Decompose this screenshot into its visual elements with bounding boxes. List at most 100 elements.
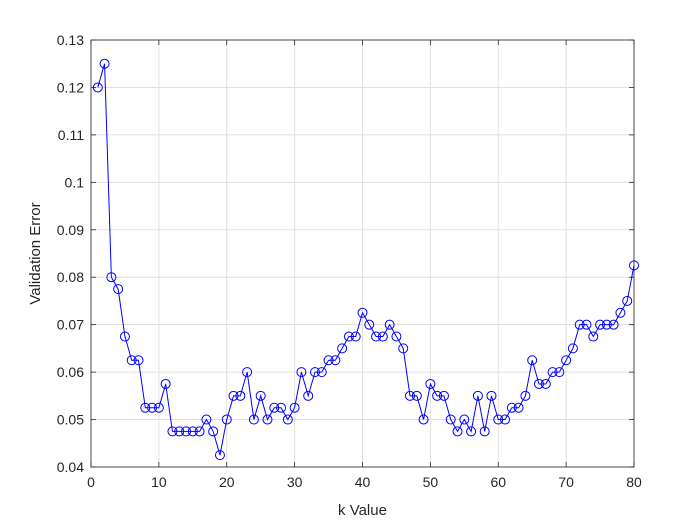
data-point	[330, 355, 341, 366]
data-point	[452, 426, 463, 437]
data-point	[615, 307, 626, 318]
data-point	[269, 402, 280, 413]
data-point	[316, 367, 327, 378]
y-tick-label: 0.12	[57, 79, 84, 95]
data-point	[513, 402, 524, 413]
data-point	[140, 402, 151, 413]
data-point	[411, 390, 422, 401]
x-tick-label: 60	[490, 474, 506, 490]
data-point	[425, 378, 436, 389]
data-point	[445, 414, 456, 425]
data-point	[554, 367, 565, 378]
y-tick-label: 0.05	[57, 412, 84, 428]
data-point	[540, 378, 551, 389]
data-point	[364, 319, 375, 330]
data-point	[214, 450, 225, 461]
data-point	[493, 414, 504, 425]
data-point	[520, 390, 531, 401]
data-point	[228, 390, 239, 401]
data-point	[194, 426, 205, 437]
data-point	[350, 331, 361, 342]
x-tick-label: 40	[355, 474, 371, 490]
data-point	[147, 402, 158, 413]
data-point	[384, 319, 395, 330]
data-point	[106, 272, 117, 283]
data-point	[343, 331, 354, 342]
data-point	[153, 402, 164, 413]
y-tick-label: 0.1	[65, 174, 85, 190]
x-tick-label: 0	[87, 474, 95, 490]
data-point	[221, 414, 232, 425]
data-point	[486, 390, 497, 401]
data-point	[174, 426, 185, 437]
data-point	[255, 390, 266, 401]
data-point	[113, 284, 124, 295]
data-point	[608, 319, 619, 330]
data-point	[282, 414, 293, 425]
data-point	[547, 367, 558, 378]
data-point	[289, 402, 300, 413]
data-point	[398, 343, 409, 354]
data-point	[601, 319, 612, 330]
series-line	[97, 63, 635, 456]
data-point	[296, 367, 307, 378]
data-point	[459, 414, 470, 425]
axis-ticks: 0 10 20 30 40 50 60 70 80 0.04 0.05 0.06 0.07 0.08 0.0…	[57, 32, 642, 490]
data-point	[126, 355, 137, 366]
data-series	[92, 58, 639, 461]
x-tick-label: 80	[626, 474, 642, 490]
data-point	[248, 414, 259, 425]
data-point	[208, 426, 219, 437]
x-tick-label: 50	[423, 474, 439, 490]
y-tick-label: 0.08	[57, 269, 84, 285]
data-point	[500, 414, 511, 425]
x-axis-label: k Value	[338, 502, 387, 519]
data-point	[506, 402, 517, 413]
y-tick-label: 0.13	[57, 32, 84, 48]
data-point	[92, 82, 103, 93]
x-tick-label: 70	[558, 474, 574, 490]
data-point	[357, 307, 368, 318]
data-point	[187, 426, 198, 437]
data-point	[567, 343, 578, 354]
data-point	[438, 390, 449, 401]
data-point	[181, 426, 192, 437]
x-tick-label: 30	[287, 474, 303, 490]
data-point	[262, 414, 273, 425]
data-point	[160, 378, 171, 389]
data-point	[201, 414, 212, 425]
data-point	[133, 355, 144, 366]
data-point	[527, 355, 538, 366]
data-point	[119, 331, 130, 342]
data-point	[595, 319, 606, 330]
data-point	[581, 319, 592, 330]
y-tick-label: 0.09	[57, 222, 84, 238]
y-axis-label: Validation Error	[27, 202, 44, 304]
x-tick-label: 20	[219, 474, 235, 490]
data-point	[303, 390, 314, 401]
data-point	[588, 331, 599, 342]
data-point	[276, 402, 287, 413]
data-point	[432, 390, 443, 401]
data-point	[622, 295, 633, 306]
data-point	[371, 331, 382, 342]
y-tick-label: 0.04	[57, 459, 84, 475]
data-point	[561, 355, 572, 366]
y-tick-label: 0.11	[58, 127, 84, 143]
data-point	[337, 343, 348, 354]
data-point	[99, 58, 110, 69]
data-point	[323, 355, 334, 366]
data-point	[533, 378, 544, 389]
data-point	[235, 390, 246, 401]
data-point	[472, 390, 483, 401]
y-tick-label: 0.06	[57, 364, 84, 380]
data-point	[405, 390, 416, 401]
y-tick-label: 0.07	[57, 317, 84, 333]
data-point	[574, 319, 585, 330]
data-point	[167, 426, 178, 437]
data-point	[466, 426, 477, 437]
data-point	[309, 367, 320, 378]
data-point	[479, 426, 490, 437]
data-point	[418, 414, 429, 425]
